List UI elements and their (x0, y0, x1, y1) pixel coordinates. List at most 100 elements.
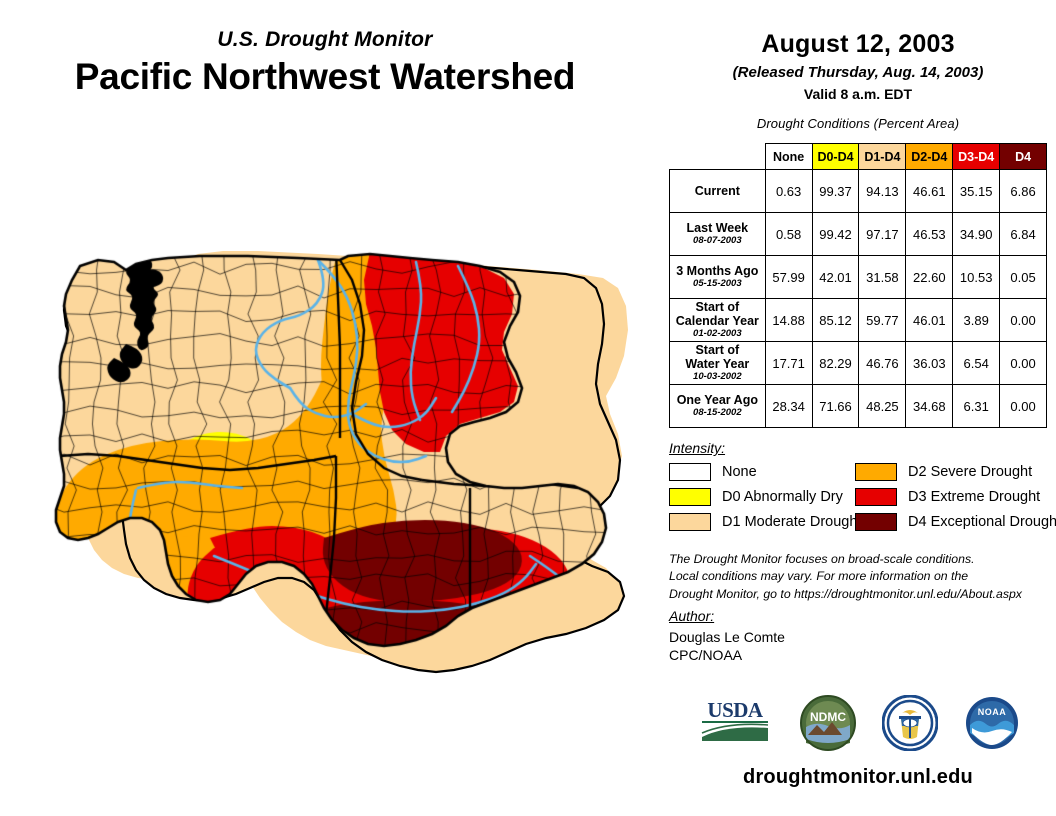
info-panel: August 12, 2003 (Released Thursday, Aug.… (660, 0, 1056, 816)
table-row: Last Week 08-07-2003 0.58 99.42 97.17 46.53 34… (669, 212, 1047, 256)
table-caption: Drought Conditions (Percent Area) (756, 116, 960, 131)
row-label: 3 Months Ago 05-15-2003 (669, 255, 766, 299)
drought-conditions-table: None D0-D4 D1-D4 D2-D4 D3-D4 D4 Current 0.63 99… (669, 143, 1047, 428)
svg-text:NOAA: NOAA (978, 707, 1007, 717)
cell-none: 0.58 (764, 212, 813, 256)
row-label-date: 10-03-2002 (693, 371, 742, 383)
row-label: Start of Water Year 10-03-2002 (669, 341, 766, 385)
row-label-text: Current (694, 184, 740, 198)
row-label-text: One Year Ago (676, 393, 758, 408)
author-affiliation: CPC/NOAA (669, 647, 743, 664)
cell-d3-d4: 3.89 (952, 298, 1001, 342)
cell-d1-d4: 94.13 (858, 169, 907, 213)
legend-swatch-d2 (855, 463, 897, 481)
cell-none: 28.34 (764, 384, 813, 428)
legend-item-d4[interactable]: D4 Exceptional Drought (855, 513, 1056, 531)
table-row: Current 0.63 99.37 94.13 46.61 35.15 6.86 (669, 169, 1047, 213)
cell-d2-d4: 46.01 (905, 298, 954, 342)
cell-d1-d4: 46.76 (858, 341, 907, 385)
cell-d1-d4: 59.77 (858, 298, 907, 342)
legend-swatch-d3 (855, 488, 897, 506)
column-header-none: None (764, 143, 813, 170)
svg-text:NDMC: NDMC (810, 710, 846, 724)
ndmc-logo: NDMC (800, 694, 856, 756)
cell-d2-d4: 36.03 (905, 341, 954, 385)
cell-d0-d4: 42.01 (811, 255, 860, 299)
cell-d4: 0.05 (999, 255, 1047, 299)
legend-item-none[interactable]: None (669, 463, 855, 481)
cell-d1-d4: 48.25 (858, 384, 907, 428)
site-url[interactable]: droughtmonitor.unl.edu (743, 766, 973, 788)
legend: Intensity: None D2 Severe Drought D0 Abnor… (669, 440, 1056, 531)
disclaimer: The Drought Monitor focuses on broad-sca… (669, 551, 1054, 603)
disclaimer-line-1: The Drought Monitor focuses on broad-sca… (669, 552, 975, 566)
program-subtitle: U.S. Drought Monitor (217, 28, 433, 51)
legend-swatch-d0 (669, 488, 711, 506)
author-block: Author: Douglas Le Comte CPC/NOAA (669, 608, 1049, 664)
cell-d3-d4: 6.54 (952, 341, 1001, 385)
disclaimer-line-3[interactable]: Drought Monitor, go to https://droughtmo… (669, 586, 1022, 601)
table-row: Start of Calendar Year 01-02-2003 14.88 85.1… (669, 298, 1047, 342)
title-block: U.S. Drought Monitor Pacific Northwest W… (0, 28, 650, 97)
row-label-date: 08-15-2002 (693, 407, 742, 419)
legend-swatch-d4 (855, 513, 897, 531)
legend-item-d1[interactable]: D1 Moderate Drought (669, 513, 861, 531)
cell-d4: 0.00 (999, 384, 1047, 428)
legend-item-d3[interactable]: D3 Extreme Drought (855, 488, 1041, 506)
row-label: Last Week 08-07-2003 (669, 212, 766, 256)
column-header-d4: D4 (999, 143, 1047, 170)
release-date: (Released Thursday, Aug. 14, 2003) (732, 64, 984, 81)
cell-d3-d4: 10.53 (952, 255, 1001, 299)
legend-item-d2[interactable]: D2 Severe Drought (855, 463, 1041, 481)
legend-label-d4: D4 Exceptional Drought (908, 514, 1056, 530)
usda-logo: USDA (696, 697, 774, 754)
row-label-text: Last Week (686, 221, 749, 236)
table-row: Start of Water Year 10-03-2002 17.71 82.29 46… (669, 341, 1047, 385)
cell-d2-d4: 34.68 (905, 384, 954, 428)
column-header-d1-d4: D1-D4 (858, 143, 907, 170)
legend-title: Intensity: (669, 440, 726, 456)
usdc-logo (881, 694, 939, 756)
map-canvas[interactable] (18, 238, 648, 693)
cell-d3-d4: 6.31 (952, 384, 1001, 428)
cell-none: 17.71 (764, 341, 813, 385)
row-label-date: 08-07-2003 (693, 235, 742, 247)
cell-d3-d4: 34.90 (952, 212, 1001, 256)
valid-time: Valid 8 a.m. EDT (803, 86, 913, 102)
legend-grid: None D2 Severe Drought D0 Abnormally Dry D3… (669, 463, 1056, 531)
cell-none: 14.88 (764, 298, 813, 342)
noaa-logo: NOAA (964, 694, 1020, 756)
row-label-text: Calendar Year (675, 314, 759, 329)
cell-d1-d4: 31.58 (858, 255, 907, 299)
cell-d4: 0.00 (999, 298, 1047, 342)
disclaimer-line-2: Local conditions may vary. For more info… (669, 569, 969, 584)
cell-d2-d4: 22.60 (905, 255, 954, 299)
row-label-text: Water Year (685, 357, 750, 372)
cell-d0-d4: 82.29 (811, 341, 860, 385)
cell-none: 57.99 (764, 255, 813, 299)
legend-label-d3: D3 Extreme Drought (908, 489, 1041, 505)
cell-d4: 0.00 (999, 341, 1047, 385)
row-label-text: 3 Months Ago (676, 264, 759, 279)
cell-d4: 6.86 (999, 169, 1047, 213)
row-label: Current (669, 169, 766, 213)
cell-d0-d4: 85.12 (811, 298, 860, 342)
cell-d0-d4: 71.66 (811, 384, 860, 428)
legend-swatch-d1 (669, 513, 711, 531)
svg-text:USDA: USDA (707, 698, 764, 722)
cell-d1-d4: 97.17 (858, 212, 907, 256)
map-date: August 12, 2003 (761, 30, 955, 58)
row-label-date: 01-02-2003 (693, 328, 742, 340)
row-label-date: 05-15-2003 (693, 278, 742, 290)
cell-d2-d4: 46.61 (905, 169, 954, 213)
cell-d2-d4: 46.53 (905, 212, 954, 256)
column-header-d0-d4: D0-D4 (811, 143, 860, 170)
drought-map[interactable] (18, 238, 648, 693)
logo-row: USDA NDMC (660, 690, 1056, 760)
table-row: One Year Ago 08-15-2002 28.34 71.66 48.25 34.… (669, 384, 1047, 428)
table-body: Current 0.63 99.37 94.13 46.61 35.15 6.86 Last … (669, 169, 1047, 428)
legend-item-d0[interactable]: D0 Abnormally Dry (669, 488, 855, 506)
table-header-row: None D0-D4 D1-D4 D2-D4 D3-D4 D4 (670, 143, 1047, 170)
row-label: Start of Calendar Year 01-02-2003 (669, 298, 766, 342)
date-block: August 12, 2003 (Released Thursday, Aug.… (660, 0, 1056, 102)
